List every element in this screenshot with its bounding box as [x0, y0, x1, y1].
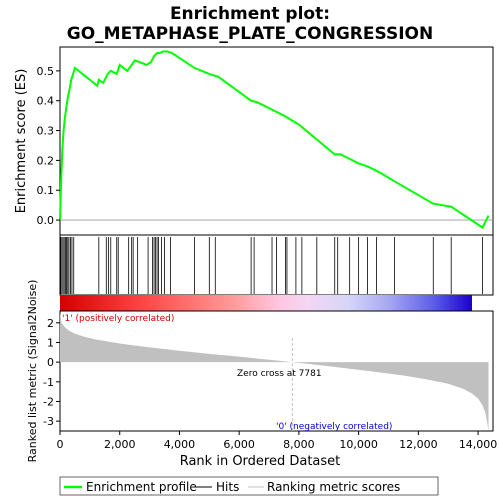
metric-tick-label: 2 — [47, 317, 54, 330]
x-axis-label: Rank in Ordered Dataset — [180, 454, 341, 469]
x-tick-label: 14,000 — [459, 438, 498, 451]
es-axis: 0.0 0.1 0.2 0.3 0.4 0.5 — [37, 65, 60, 227]
es-panel-frame — [59, 46, 494, 236]
legend-es-label: Enrichment profile — [86, 480, 197, 494]
x-tick-label: 10,000 — [339, 438, 378, 451]
heatmap-band — [60, 295, 472, 311]
metric-tick-label: 1 — [47, 336, 54, 349]
es-layer — [59, 50, 493, 229]
metric-tick-label: 0 — [47, 356, 54, 369]
negative-correlation-label: '0' (negatively correlated) — [276, 422, 392, 432]
x-tick-label: 4,000 — [164, 438, 196, 451]
metric-tick-label: -3 — [43, 415, 54, 428]
x-tick-label: 0 — [57, 438, 64, 451]
es-tick-label: 0.3 — [37, 125, 55, 138]
x-axis: 0 2,000 4,000 6,000 8,000 10,000 12,000 14,000 — [57, 431, 498, 451]
legend-metric-label: Ranking metric scores — [267, 480, 400, 494]
x-tick-label: 2,000 — [104, 438, 136, 451]
metric-layer — [60, 313, 489, 431]
es-tick-label: 0.4 — [37, 95, 55, 108]
y-axis-label-es: Enrichment score (ES) — [14, 69, 29, 214]
metric-tick-label: -2 — [43, 395, 54, 408]
legend-box — [59, 476, 439, 496]
es-tick-label: 0.2 — [37, 154, 55, 167]
metric-area — [60, 313, 489, 431]
y-axis-label-metric: Ranked list metric (Signal2Noise) — [26, 280, 39, 463]
chart-title-line1: Enrichment plot: — [170, 4, 330, 24]
positive-correlation-label: '1' (positively correlated) — [62, 314, 174, 324]
x-tick-label: 8,000 — [283, 438, 315, 451]
es-tick-label: 0.1 — [37, 184, 55, 197]
es-tick-label: 0.0 — [37, 214, 55, 227]
metric-tick-label: -1 — [43, 376, 54, 389]
es-line — [59, 50, 490, 229]
metric-axis: 2 1 0 -1 -2 -3 — [43, 317, 60, 428]
x-tick-label: 6,000 — [223, 438, 255, 451]
es-tick-label: 0.5 — [37, 65, 55, 78]
legend-hits-label: Hits — [216, 480, 239, 494]
chart-title-line2: GO_METAPHASE_PLATE_CONGRESSION — [67, 24, 433, 44]
x-tick-label: 12,000 — [399, 438, 438, 451]
zero-cross-label: Zero cross at 7781 — [237, 369, 322, 379]
metric-panel-frame — [59, 310, 494, 432]
hits-layer — [60, 237, 483, 294]
